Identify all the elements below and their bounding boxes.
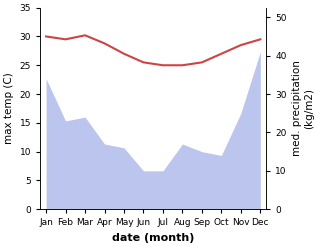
X-axis label: date (month): date (month) [112,233,194,243]
Y-axis label: max temp (C): max temp (C) [4,73,14,144]
Y-axis label: med. precipitation
(kg/m2): med. precipitation (kg/m2) [292,61,314,156]
